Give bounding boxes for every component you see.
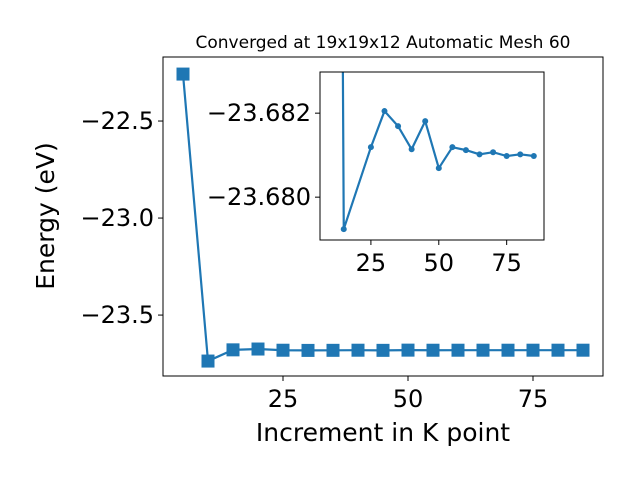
x-tick-label: 25: [268, 385, 299, 413]
marker: [301, 343, 315, 357]
x-tick-label: 50: [393, 385, 424, 413]
marker: [462, 147, 469, 154]
marker: [503, 153, 510, 159]
y-tick-label: −23.5: [80, 301, 154, 329]
y-tick-label: −23.682: [207, 99, 311, 127]
marker: [576, 343, 590, 357]
marker: [226, 343, 240, 357]
marker: [490, 149, 497, 156]
marker: [340, 226, 347, 233]
plot: [176, 67, 590, 368]
marker: [449, 144, 456, 151]
marker: [435, 165, 442, 172]
marker: [367, 144, 374, 151]
marker: [551, 343, 565, 357]
x-tick-label: 75: [491, 249, 522, 277]
x-tick-label: 75: [518, 385, 549, 413]
marker: [526, 343, 540, 357]
marker: [251, 342, 265, 356]
marker: [326, 343, 340, 357]
marker: [381, 108, 388, 115]
x-tick-label: 25: [356, 249, 387, 277]
marker: [376, 343, 390, 357]
x-axis-label: Increment in K point: [256, 418, 510, 447]
marker: [176, 67, 190, 81]
y-tick-label: −22.5: [80, 107, 154, 135]
marker: [501, 343, 515, 357]
marker: [351, 343, 365, 357]
marker: [426, 343, 440, 357]
y-axis-label: Energy (eV): [31, 142, 60, 289]
marker: [408, 146, 415, 153]
marker: [517, 151, 524, 158]
marker: [422, 118, 429, 125]
marker: [401, 343, 415, 357]
chart-title: Converged at 19x19x12 Automatic Mesh 60: [196, 33, 571, 53]
marker: [476, 343, 490, 357]
marker: [201, 354, 215, 368]
marker: [476, 151, 483, 158]
axes-frame: [162, 56, 604, 377]
marker: [530, 153, 537, 159]
marker: [451, 343, 465, 357]
y-tick-label: −23.680: [207, 183, 311, 211]
axes-frame: [319, 71, 545, 241]
y-tick-label: −23.0: [80, 204, 154, 232]
x-tick-label: 50: [424, 249, 455, 277]
marker: [276, 343, 290, 357]
plot: [340, 72, 537, 233]
marker: [395, 123, 402, 130]
